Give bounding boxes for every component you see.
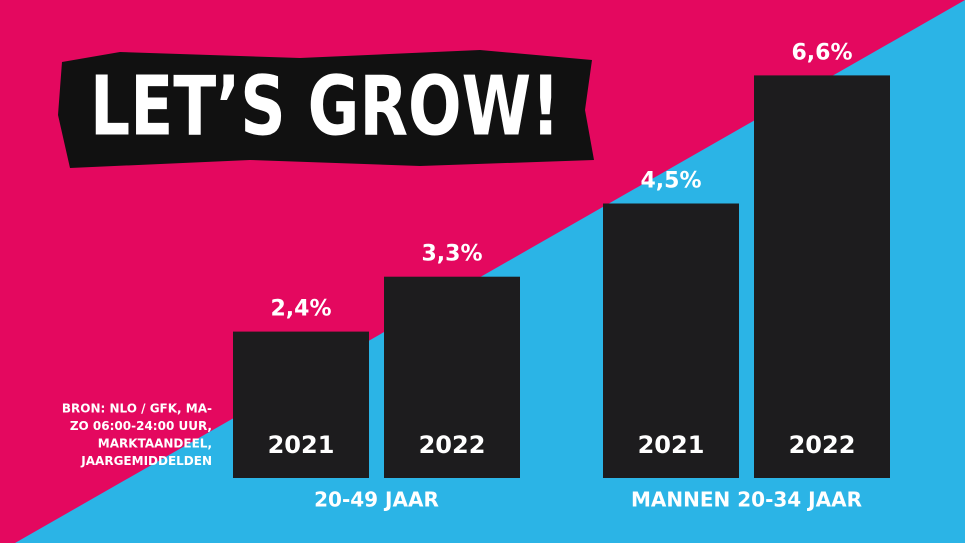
value-label: 3,3%: [421, 242, 482, 267]
group-label: 20-49 JAAR: [314, 488, 439, 512]
value-label: 6,6%: [791, 40, 852, 65]
bar: [384, 276, 520, 478]
source-note: BRON: NLO / GFK, MA-: [62, 402, 212, 416]
category-label: 2022: [789, 431, 856, 459]
value-label: 4,5%: [640, 169, 701, 194]
title-background: [58, 50, 594, 168]
category-label: 2022: [419, 431, 486, 459]
bar: [754, 75, 890, 479]
category-label: 2021: [638, 431, 705, 459]
bar: [603, 203, 739, 478]
category-label: 2021: [268, 431, 335, 459]
group-label: MANNEN 20-34 JAAR: [631, 488, 862, 512]
source-note: ZO 06:00-24:00 UUR,: [70, 419, 212, 433]
bar: [233, 331, 369, 478]
source-note: MARKTAANDEEL,: [98, 437, 212, 451]
chart-title: LET’S GROW!: [90, 59, 560, 154]
source-note: JAARGEMIDDELDEN: [80, 454, 212, 468]
value-label: 2,4%: [270, 297, 331, 322]
